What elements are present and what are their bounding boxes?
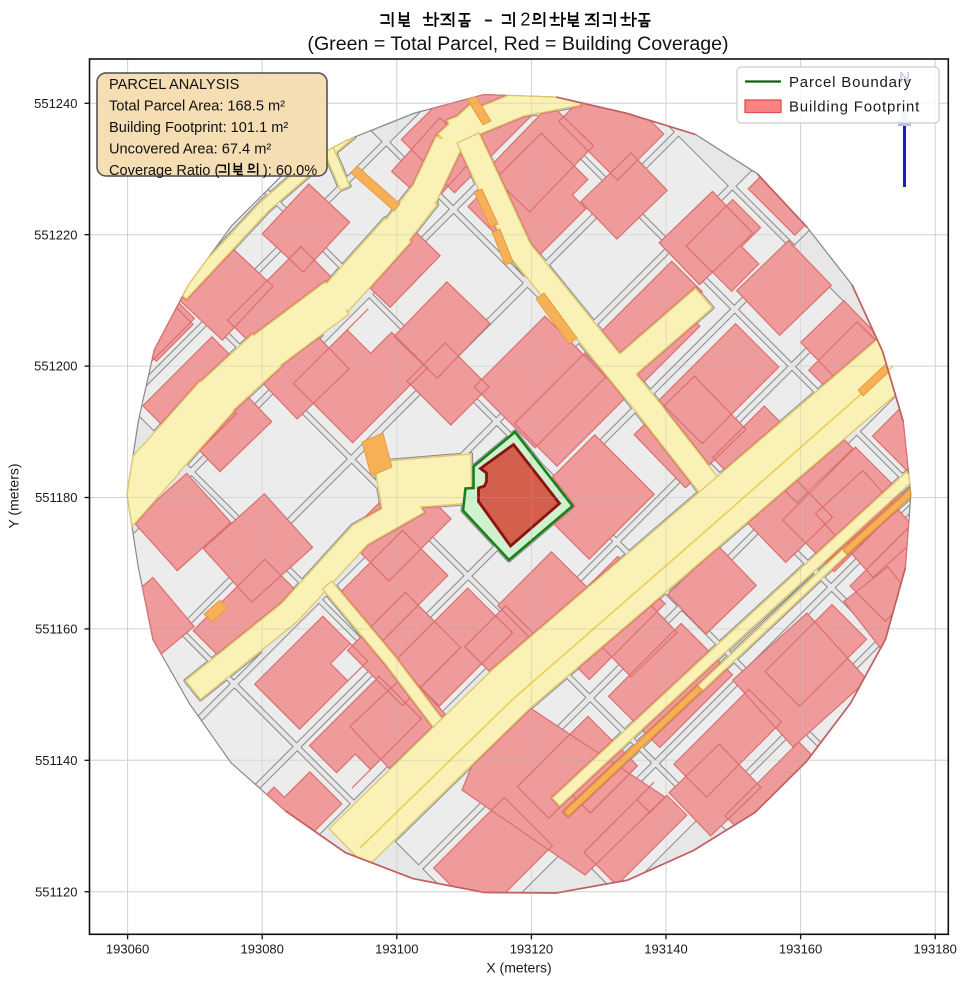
svg-text:N: N xyxy=(899,69,910,86)
svg-text:Y (meters): Y (meters) xyxy=(6,463,22,528)
svg-text:193080: 193080 xyxy=(241,942,284,957)
svg-text:551120: 551120 xyxy=(35,884,77,899)
svg-text:551140: 551140 xyxy=(35,753,77,768)
svg-text:551240: 551240 xyxy=(34,96,77,111)
svg-text:193120: 193120 xyxy=(510,942,553,957)
svg-text:Coverage Ratio (: Coverage Ratio ( xyxy=(109,163,219,179)
svg-text:Uncovered Area: 67.4 m²: Uncovered Area: 67.4 m² xyxy=(109,142,271,158)
svg-text:193180: 193180 xyxy=(914,942,957,957)
svg-text:2: 2 xyxy=(520,10,530,30)
svg-text:X (meters): X (meters) xyxy=(486,960,551,976)
svg-text:551220: 551220 xyxy=(34,227,77,242)
svg-text:Building Footprint: 101.1 m²: Building Footprint: 101.1 m² xyxy=(109,120,288,136)
svg-text:193140: 193140 xyxy=(644,942,687,957)
svg-text:193060: 193060 xyxy=(106,942,149,957)
svg-text:193100: 193100 xyxy=(375,942,418,957)
svg-text:551160: 551160 xyxy=(35,622,77,637)
svg-text:(Green = Total Parcel, Red = B: (Green = Total Parcel, Red = Building Co… xyxy=(307,33,728,55)
svg-text:Total Parcel Area: 168.5 m²: Total Parcel Area: 168.5 m² xyxy=(109,99,285,115)
svg-text:): 60.0%: ): 60.0% xyxy=(263,163,317,179)
svg-text:551200: 551200 xyxy=(34,359,77,374)
svg-text:551180: 551180 xyxy=(35,490,77,505)
svg-text:193160: 193160 xyxy=(779,942,822,957)
svg-text:Building Footprint: Building Footprint xyxy=(789,99,920,116)
svg-text:Parcel Boundary: Parcel Boundary xyxy=(789,74,912,91)
svg-text:PARCEL ANALYSIS: PARCEL ANALYSIS xyxy=(109,77,240,93)
